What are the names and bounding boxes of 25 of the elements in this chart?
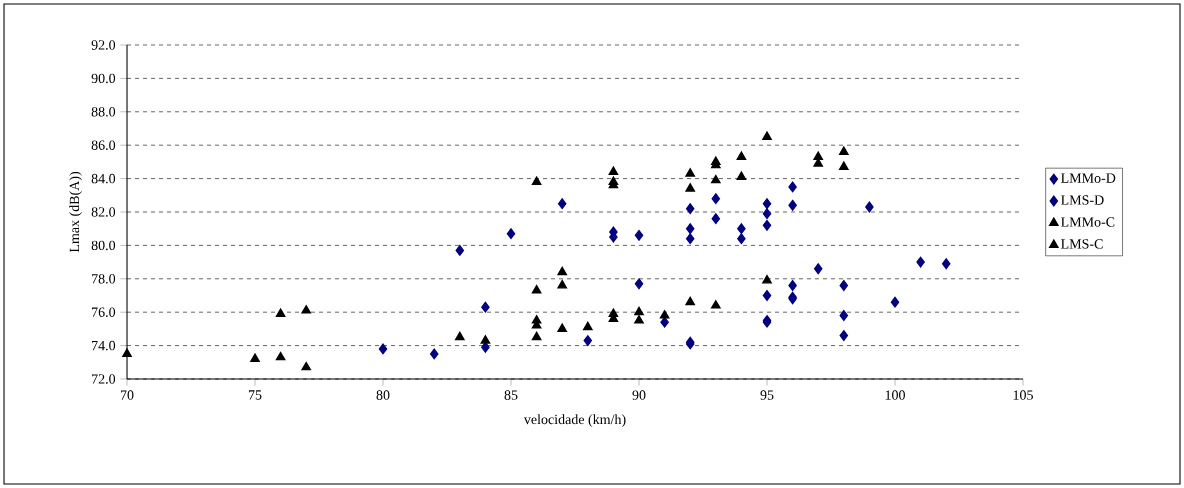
x-tick-label: 75 (248, 390, 262, 400)
y-tick-label: 78.0 (92, 274, 116, 284)
legend-label: LMMo-D (1061, 173, 1116, 183)
y-tick-label: 82.0 (91, 207, 116, 217)
x-tick-label: 85 (504, 390, 518, 400)
y-axis-title: Lmax (dB(A)) (69, 171, 82, 253)
y-tick-label: 84.0 (91, 173, 116, 184)
y-tick-label: 80.0 (91, 240, 116, 251)
x-tick-label: 105 (1013, 390, 1033, 400)
y-tick-label: 76.0 (92, 307, 116, 317)
x-tick-label: 95 (760, 390, 774, 400)
x-tick-label: 90 (632, 390, 646, 400)
x-axis-title: velocidade (km/h) (523, 414, 626, 427)
y-tick-label: 74.0 (92, 340, 116, 351)
x-tick-label: 70 (120, 390, 134, 400)
x-tick-label: 100 (885, 390, 905, 400)
legend-label: LMMo-C (1061, 217, 1115, 227)
x-tick-label: 80 (376, 390, 390, 400)
y-tick-label: 86.0 (91, 140, 116, 150)
legend-label: LMS-D (1061, 195, 1104, 205)
y-tick-label: 88.0 (91, 107, 116, 117)
y-tick-label: 72.0 (92, 374, 116, 384)
y-tick-label: 90.0 (91, 73, 116, 84)
legend-label: LMS-C (1061, 239, 1103, 249)
y-tick-label: 92.0 (91, 40, 116, 50)
